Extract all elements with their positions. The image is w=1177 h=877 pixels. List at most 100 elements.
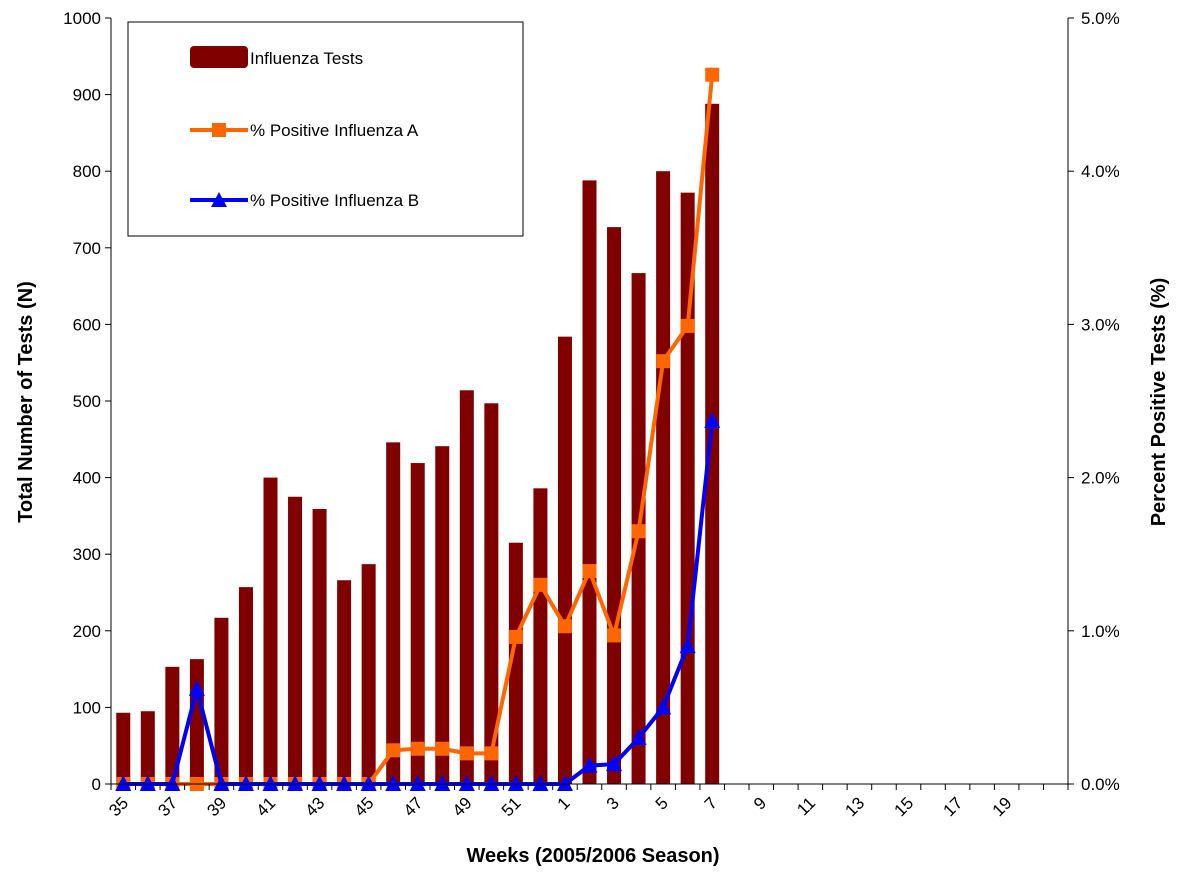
point-influenza-a-6 — [680, 318, 695, 333]
x-tick-label: 41 — [253, 793, 280, 820]
point-influenza-b-45 — [360, 775, 377, 791]
point-influenza-a-4 — [631, 524, 646, 539]
legend-label-influenza-tests: Influenza Tests — [250, 49, 363, 68]
legend-marker-influenza-a — [212, 123, 226, 137]
point-influenza-b-2 — [581, 756, 598, 773]
y-tick-label: 500 — [73, 392, 101, 411]
y-tick-label: 700 — [73, 239, 101, 258]
y-tick-label: 200 — [73, 622, 101, 641]
point-influenza-b-48 — [434, 775, 451, 791]
bar-38 — [189, 659, 204, 784]
point-influenza-b-50 — [483, 775, 500, 791]
point-influenza-b-37 — [164, 775, 181, 791]
bar-43 — [312, 509, 327, 784]
point-influenza-b-46 — [385, 775, 402, 791]
x-tick-label: 15 — [891, 793, 918, 820]
point-influenza-a-51 — [508, 629, 523, 644]
point-influenza-a-50 — [484, 746, 499, 761]
x-tick-label: 13 — [841, 793, 868, 820]
y2-tick-label: 0.0% — [1081, 775, 1120, 794]
bar-45 — [361, 564, 376, 784]
x-tick-label: 43 — [302, 793, 329, 820]
point-influenza-a-1 — [557, 619, 572, 634]
y2-tick-label: 4.0% — [1081, 162, 1120, 181]
y2-tick-label: 3.0% — [1081, 315, 1120, 334]
y-tick-label: 100 — [73, 698, 101, 717]
x-tick-label: 45 — [351, 793, 378, 820]
legend-label-influenza-a: % Positive Influenza A — [250, 121, 419, 140]
bar-50 — [484, 403, 499, 784]
point-influenza-a-48 — [435, 741, 450, 756]
point-influenza-a-47 — [410, 741, 425, 756]
point-influenza-a-46 — [386, 743, 401, 758]
bar-35 — [116, 712, 131, 784]
bar-46 — [386, 442, 401, 784]
bar-1 — [557, 336, 572, 784]
x-tick-label: 9 — [750, 793, 770, 813]
bar-39 — [214, 617, 229, 784]
point-influenza-a-52 — [533, 577, 548, 592]
point-influenza-a-2 — [582, 564, 597, 579]
y-tick-label: 600 — [73, 315, 101, 334]
point-influenza-b-51 — [507, 775, 524, 791]
x-tick-label: 11 — [793, 793, 819, 819]
point-influenza-b-4 — [630, 729, 647, 746]
point-influenza-a-7 — [705, 67, 720, 82]
bar-52 — [533, 488, 548, 784]
bar-7 — [705, 103, 720, 785]
y-tick-label: 300 — [73, 545, 101, 564]
y2-tick-label: 5.0% — [1081, 9, 1120, 28]
point-influenza-b-7 — [704, 411, 721, 428]
x-tick-label: 35 — [105, 793, 132, 820]
point-influenza-b-42 — [287, 775, 304, 791]
point-influenza-b-40 — [237, 775, 254, 791]
legend-marker-influenza-b — [211, 192, 227, 207]
point-influenza-b-52 — [532, 775, 549, 791]
y-tick-label: 1000 — [63, 9, 101, 28]
point-influenza-b-39 — [213, 775, 230, 791]
point-influenza-b-41 — [262, 775, 279, 791]
point-influenza-b-49 — [458, 775, 475, 791]
x-tick-label: 49 — [449, 793, 476, 820]
point-influenza-b-6 — [679, 637, 696, 654]
point-influenza-b-35 — [115, 775, 132, 791]
x-tick-label: 51 — [498, 793, 525, 820]
point-influenza-b-43 — [311, 775, 328, 791]
bar-49 — [459, 390, 474, 784]
legend: Influenza Tests % Positive Influenza A %… — [127, 21, 524, 237]
x-tick-label: 3 — [603, 793, 623, 813]
x-tick-label: 37 — [154, 793, 181, 820]
x-tick-label: 39 — [203, 793, 230, 820]
x-axis-title: Weeks (2005/2006 Season) — [466, 845, 719, 867]
point-influenza-b-1 — [556, 775, 573, 791]
bar-5 — [656, 171, 671, 784]
x-tick-label: 1 — [554, 793, 574, 813]
legend-swatch-influenza-tests — [190, 46, 248, 68]
point-influenza-b-47 — [409, 775, 426, 791]
bar-42 — [288, 496, 303, 784]
y2-tick-label: 2.0% — [1081, 469, 1120, 488]
bar-37 — [165, 666, 180, 784]
x-tick-label: 17 — [940, 793, 967, 820]
point-influenza-b-3 — [606, 755, 623, 772]
bar-41 — [263, 477, 278, 784]
bar-48 — [435, 446, 450, 784]
y-tick-label: 0 — [92, 775, 101, 794]
y2-tick-label: 1.0% — [1081, 622, 1120, 641]
point-influenza-b-36 — [139, 775, 156, 791]
y-axis-title: Total Number of Tests (N) — [15, 281, 37, 522]
bar-series-influenza-tests — [116, 103, 720, 785]
x-tick-label: 47 — [400, 793, 427, 820]
point-influenza-a-3 — [607, 628, 622, 643]
y2-axis-title: Percent Positive Tests (%) — [1148, 278, 1170, 527]
point-influenza-b-5 — [655, 698, 672, 715]
x-tick-label: 7 — [701, 793, 721, 813]
bar-44 — [337, 580, 352, 784]
bar-40 — [238, 587, 253, 784]
y-tick-label: 400 — [73, 469, 101, 488]
x-tick-label: 19 — [989, 793, 1016, 820]
y-tick-label: 800 — [73, 162, 101, 181]
bar-51 — [508, 542, 523, 784]
y-tick-label: 900 — [73, 86, 101, 105]
